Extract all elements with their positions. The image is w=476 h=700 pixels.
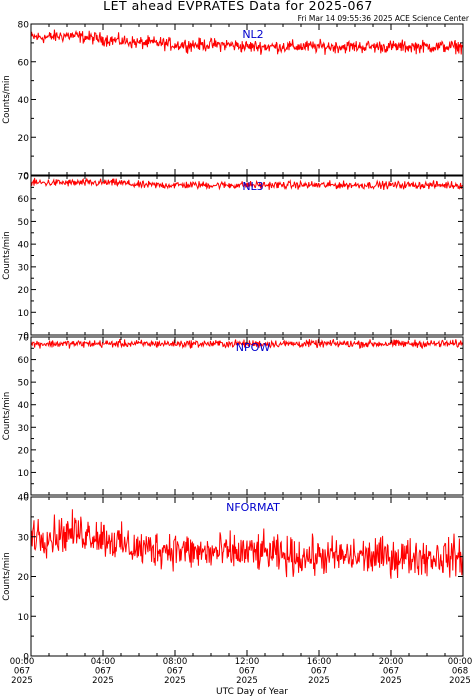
x-tick-label: 068 [452,667,468,677]
y-tick-label: 70 [18,173,30,183]
y-tick-label: 20 [18,286,30,296]
x-tick-label: 00:00 [10,657,35,667]
y-tick-label: 0 [23,172,29,182]
series-line-nl2 [30,29,464,55]
panel-nl3: 0 10 20 30 40 50 60 70 Counts/min NL3 [2,173,464,342]
x-tick-label: 2025 [308,676,330,686]
y-tick-label: 0 [23,332,29,342]
x-tick-label: 2025 [11,676,33,686]
y-tick-label: 60 [18,58,30,68]
x-tick-label: 20:00 [379,657,404,667]
panel-nformat: 0 10 20 30 40 Counts/min NFORMAT [2,494,464,663]
chart-title: LET ahead EVPRATES Data for 2025-067 [103,0,373,13]
y-tick-label: 40 [18,494,30,504]
series-line-nformat [30,509,464,579]
panel-series-label: NL2 [242,28,263,41]
x-tick-label: 08:00 [163,657,188,667]
x-tick-label: 067 [95,667,111,677]
y-tick-label: 30 [18,424,30,434]
x-tick-label: 2025 [236,676,258,686]
timestamp-label: Fri Mar 14 09:55:36 2025 ACE Science Cen… [298,14,470,23]
x-tick-label: 2025 [92,676,114,686]
x-tick-label: 16:00 [307,657,332,667]
y-axis-label: Counts/min [2,392,12,441]
y-tick-label: 10 [18,613,30,623]
y-tick-label: 20 [18,134,30,144]
x-tick-label: 00:00 [448,657,473,667]
x-tick-label: 2025 [380,676,402,686]
y-tick-label: 60 [18,195,30,205]
x-tick-label: 2025 [449,676,471,686]
y-tick-label: 0 [23,653,29,663]
x-tick-labels: 00:00067202504:00067202508:00067202512:0… [10,657,473,686]
y-tick-label: 50 [18,218,30,228]
panel-series-label: NL3 [242,180,263,193]
x-tick-label: 067 [167,667,183,677]
y-tick-label: 80 [18,21,30,31]
panel-series-label: NFORMAT [226,501,280,514]
y-tick-label: 30 [18,533,30,543]
y-tick-label: 70 [18,334,30,344]
x-axis-label: UTC Day of Year [216,687,288,697]
series-line-nl3 [30,177,464,191]
y-tick-label: 10 [18,309,30,319]
y-axis-label: Counts/min [2,552,12,601]
x-tick-label: 04:00 [91,657,116,667]
y-tick-label: 40 [18,241,30,251]
y-axis-label: Counts/min [2,75,12,124]
x-tick-label: 067 [311,667,327,677]
y-tick-label: 20 [18,573,30,583]
y-tick-label: 20 [18,446,30,456]
x-tick-label: 067 [239,667,255,677]
y-tick-label: 40 [18,96,30,106]
x-tick-label: 12:00 [235,657,260,667]
panel-npow: 0 10 20 30 40 50 60 70 Counts/min NPOW [2,334,464,502]
y-tick-label: 10 [18,469,30,479]
y-tick-label: 40 [18,401,30,411]
y-axis-label: Counts/min [2,231,12,280]
x-tick-label: 067 [383,667,399,677]
y-tick-label: 60 [18,356,30,366]
y-tick-label: 0 [23,492,29,502]
x-tick-label: 067 [14,667,30,677]
panel-nl2: 0 20 40 60 80 Counts/min NL2 [2,21,464,182]
y-tick-label: 50 [18,379,30,389]
y-tick-label: 30 [18,263,30,273]
panel-series-label: NPOW [236,341,271,354]
x-tick-label: 2025 [164,676,186,686]
